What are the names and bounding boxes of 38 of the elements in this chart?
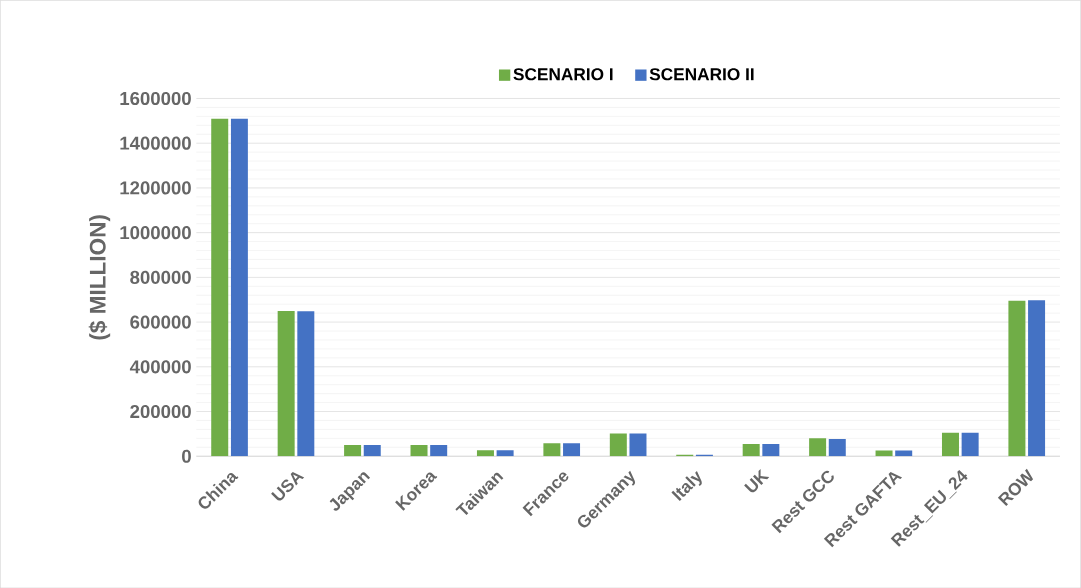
bar [430, 444, 448, 457]
bar [496, 450, 514, 457]
y-tick-label: 0 [182, 449, 191, 463]
bar [211, 118, 229, 457]
y-tick-label: 1400000 [120, 136, 191, 150]
bar [895, 450, 913, 457]
y-tick-label: 600000 [130, 315, 191, 329]
y-tick-label: 1000000 [120, 225, 191, 240]
bar [828, 438, 846, 457]
bar [277, 310, 295, 457]
bar [742, 443, 760, 457]
y-tick-label: 1600000 [120, 91, 191, 105]
bar [809, 438, 827, 457]
y-axis-title: ($ MILLION) [88, 215, 111, 340]
bar [476, 450, 494, 457]
bar [609, 433, 627, 457]
bar [230, 118, 248, 457]
bar [1028, 300, 1046, 457]
bar [961, 432, 979, 457]
bar [762, 443, 780, 457]
bar [629, 433, 647, 457]
x-tick-label: USA [271, 471, 305, 501]
y-tick-label: 200000 [130, 404, 191, 418]
legend-label: SCENARIO II [649, 67, 754, 81]
y-tick-label: 1200000 [120, 181, 191, 195]
bar [1008, 300, 1026, 457]
bar [410, 444, 428, 457]
bar [875, 450, 893, 457]
bar [363, 444, 381, 457]
bar [563, 443, 581, 457]
bar [297, 311, 315, 457]
x-tick-label: UK [744, 468, 770, 493]
y-tick-label: 800000 [130, 270, 191, 284]
bar [543, 443, 561, 457]
bar [344, 444, 362, 457]
legend-label: SCENARIO I [513, 67, 613, 81]
y-tick-label: 400000 [129, 360, 191, 374]
bar [941, 432, 959, 457]
